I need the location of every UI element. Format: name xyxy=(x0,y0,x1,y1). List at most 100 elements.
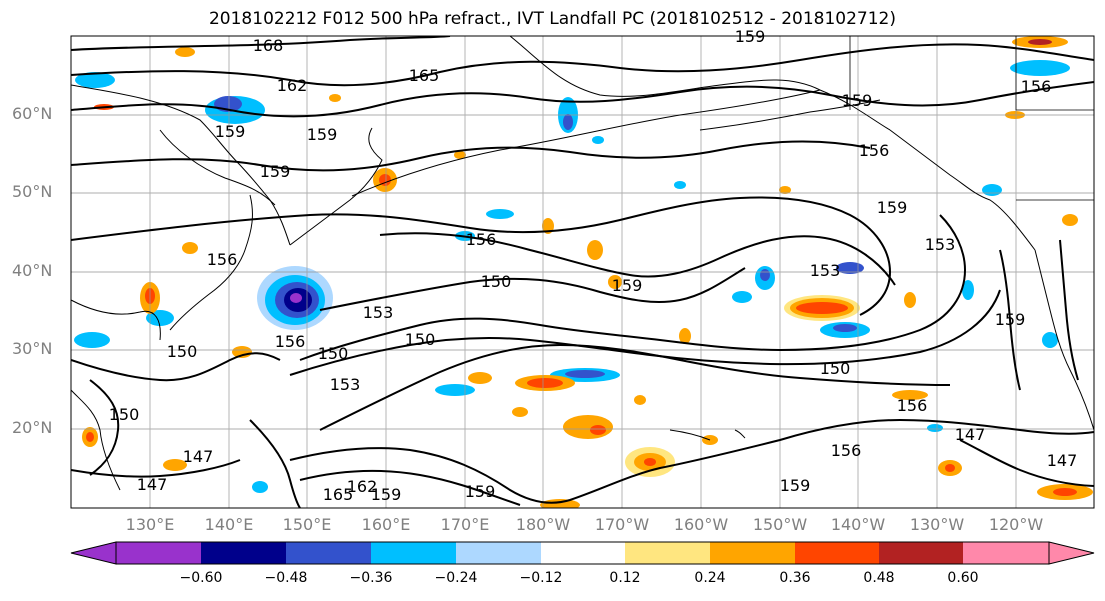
colorbar-segment xyxy=(879,542,963,564)
contour-line xyxy=(71,459,241,478)
hawaii-islands xyxy=(669,429,746,441)
positive-anomaly-area xyxy=(590,425,606,435)
colorbar-segment xyxy=(963,542,1049,564)
positive-anomaly-area xyxy=(563,415,613,439)
positive-anomaly-area xyxy=(454,151,466,159)
contour-label: 159 xyxy=(842,91,873,110)
colorbar-segment xyxy=(201,542,286,564)
positive-anomaly-area xyxy=(644,458,656,466)
colorbar xyxy=(70,541,1095,565)
positive-anomaly-area xyxy=(542,218,554,234)
negative-anomaly-area xyxy=(927,424,943,432)
lon-label: 130°W xyxy=(909,515,965,534)
contour-label: 165 xyxy=(323,485,354,504)
contour-label: 162 xyxy=(277,76,308,95)
colorbar-segment xyxy=(541,542,625,564)
contour-label: 156 xyxy=(207,250,238,269)
positive-anomaly-area xyxy=(679,328,691,344)
positive-anomaly-area xyxy=(1053,488,1077,496)
contour-line xyxy=(71,140,871,172)
positive-anomaly-area xyxy=(468,372,492,384)
contour-line xyxy=(71,352,281,382)
positive-anomaly-area xyxy=(1028,39,1052,45)
negative-anomaly-area xyxy=(565,370,605,378)
contour-label: 150 xyxy=(109,405,140,424)
contour-label: 165 xyxy=(409,66,440,85)
contour-label: 147 xyxy=(137,475,168,494)
contour-label: 153 xyxy=(363,303,394,322)
negative-anomaly-area xyxy=(674,181,686,189)
positive-anomaly-area xyxy=(1062,214,1078,226)
colorbar-segment xyxy=(795,542,879,564)
contour-label: 159 xyxy=(612,276,643,295)
positive-anomaly-area xyxy=(182,242,198,254)
negative-anomaly-area xyxy=(252,481,268,493)
contour-label: 159 xyxy=(215,122,246,141)
positive-anomaly-area xyxy=(379,174,391,186)
contour-label: 150 xyxy=(318,344,349,363)
lon-label: 170°W xyxy=(594,515,650,534)
contour-line xyxy=(299,214,967,361)
contour-label: 153 xyxy=(330,375,361,394)
contour-label: 150 xyxy=(405,330,436,349)
negative-anomaly-area xyxy=(75,72,115,88)
contour-label: 153 xyxy=(925,235,956,254)
contour-label: 156 xyxy=(466,230,497,249)
negative-anomaly-area xyxy=(74,332,110,348)
negative-anomaly-area xyxy=(1010,60,1070,76)
negative-anomaly-area xyxy=(732,291,752,303)
lon-label: 140°E xyxy=(204,515,254,534)
positive-anomaly-area xyxy=(796,302,848,314)
colorbar-segment xyxy=(116,542,201,564)
positive-anomaly-area xyxy=(86,432,94,442)
negative-anomaly-area xyxy=(290,293,302,303)
anomaly-shading xyxy=(74,36,1093,508)
coastlines xyxy=(71,36,1094,491)
colorbar-tick-label: −0.48 xyxy=(264,570,308,586)
contour-label: 147 xyxy=(955,425,986,444)
positive-anomaly-area xyxy=(634,395,646,405)
contour-line xyxy=(249,419,301,508)
contour-line xyxy=(319,267,746,311)
contour-label: 162 xyxy=(347,477,378,496)
contour-label: 159 xyxy=(995,310,1026,329)
negative-anomaly-area xyxy=(833,324,857,332)
lat-label: 50°N xyxy=(12,182,53,201)
lon-label: 160°W xyxy=(673,515,729,534)
china-coastline xyxy=(71,389,121,491)
colorbar-tick-label: 0.24 xyxy=(694,570,726,586)
negative-anomaly-area xyxy=(486,209,514,219)
political-borders xyxy=(849,36,1094,201)
lon-label: 120°W xyxy=(988,515,1044,534)
contour-label: 147 xyxy=(183,447,214,466)
negative-anomaly-area xyxy=(435,384,475,396)
colorbar-extend-high xyxy=(1048,541,1095,565)
colorbar-segment xyxy=(286,542,371,564)
map-frame xyxy=(70,35,1095,509)
colorbar-tick-label: 0.12 xyxy=(609,570,641,586)
negative-anomaly-area xyxy=(836,262,864,274)
contour-line xyxy=(319,343,951,431)
lat-label: 40°N xyxy=(12,261,53,280)
korea-coastline xyxy=(71,299,161,341)
contour-line xyxy=(1059,239,1079,381)
lon-label: 150°W xyxy=(752,515,808,534)
lat-label: 20°N xyxy=(12,418,53,437)
contour-label: 156 xyxy=(859,141,890,160)
positive-anomaly-area xyxy=(945,464,955,472)
colorbar-segment xyxy=(625,542,710,564)
refractivity-contours xyxy=(71,36,1094,508)
positive-anomaly-area xyxy=(779,186,791,194)
contour-label: 159 xyxy=(371,485,402,504)
contour-label: 168 xyxy=(253,36,284,55)
contour-line xyxy=(71,36,451,51)
colorbar-segment xyxy=(371,542,456,564)
colorbar-tick-label: −0.60 xyxy=(179,570,223,586)
lat-label: 60°N xyxy=(12,104,53,123)
negative-anomaly-area xyxy=(563,114,573,130)
positive-anomaly-area xyxy=(540,499,580,508)
colorbar-tick-label: 0.48 xyxy=(863,570,895,586)
positive-anomaly-area xyxy=(587,240,603,260)
contour-label: 156 xyxy=(897,396,928,415)
